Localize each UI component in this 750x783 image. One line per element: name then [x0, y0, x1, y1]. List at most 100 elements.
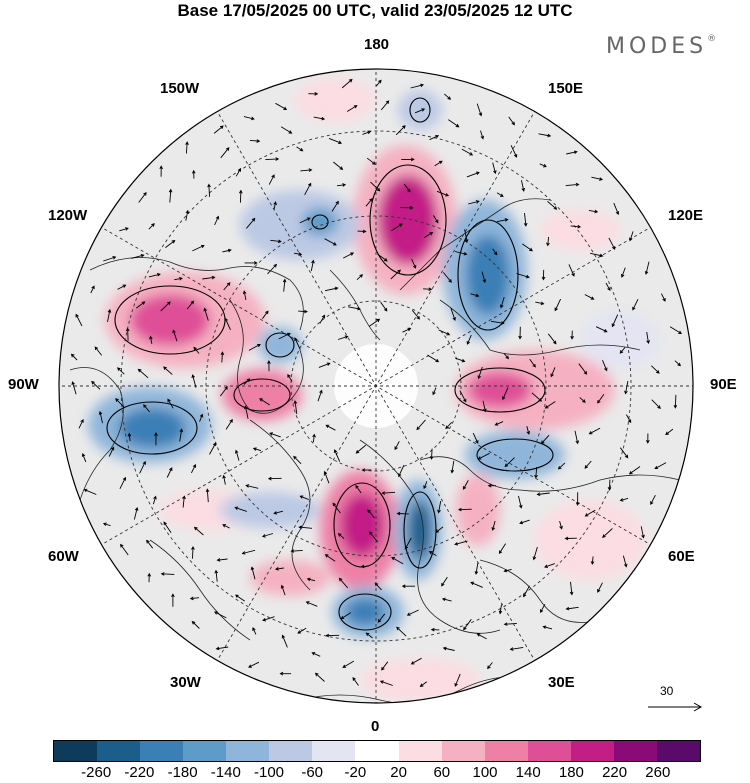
wind-vector	[360, 564, 370, 569]
wind-vector	[532, 546, 538, 561]
wind-vector	[622, 555, 628, 568]
anomaly-negative-labrador	[220, 492, 320, 528]
wind-vector	[619, 347, 626, 354]
wind-vector	[186, 300, 195, 310]
anomaly-positive-asia	[535, 500, 645, 580]
colorbar-segment	[312, 741, 356, 761]
wind-vector	[120, 543, 129, 556]
wind-vector	[445, 421, 453, 430]
wind-vector	[340, 612, 352, 620]
wind-vector	[81, 453, 87, 463]
wind-vector	[346, 105, 358, 112]
wind-vector	[429, 134, 440, 141]
wind-vector	[379, 680, 393, 686]
wind-vector	[90, 285, 95, 294]
wind-vector	[466, 334, 472, 345]
wind-vector	[294, 337, 301, 350]
wind-vector	[107, 308, 112, 322]
colorbar-segment	[140, 741, 184, 761]
wind-vector	[143, 404, 150, 413]
wind-vector	[646, 331, 650, 345]
wind-vector	[535, 301, 545, 306]
wind-vector	[522, 243, 533, 252]
wind-vector	[223, 282, 231, 291]
wind-vector	[476, 103, 483, 117]
wind-vector	[396, 511, 409, 516]
wind-vector	[252, 447, 262, 452]
wind-vector	[235, 594, 245, 602]
wind-vector	[539, 163, 547, 168]
colorbar-tick-label: 100	[472, 764, 498, 781]
wind-vector	[133, 506, 139, 520]
wind-vector	[520, 180, 526, 192]
wind-vector	[323, 470, 330, 484]
anomaly-positive-east-asia	[540, 210, 620, 250]
colorbar-segment	[269, 741, 313, 761]
wind-vector	[222, 248, 232, 253]
wind-vector	[654, 462, 667, 470]
wind-vector	[319, 314, 326, 324]
wind-vector	[185, 209, 190, 221]
wind-vector	[503, 622, 517, 626]
wind-vector	[318, 362, 331, 368]
wind-vector	[191, 620, 200, 629]
wind-vector	[564, 536, 577, 541]
brand-logo: MODES®	[606, 34, 716, 59]
lon-label-180: 180	[364, 36, 390, 53]
wind-vector	[565, 606, 579, 611]
wind-vector	[366, 157, 376, 165]
wind-vectors	[70, 78, 682, 687]
wind-vector	[455, 357, 466, 363]
wind-vector	[474, 562, 479, 575]
wind-vector	[191, 374, 197, 388]
wind-vector	[588, 209, 599, 214]
wind-vector	[312, 433, 316, 443]
wind-vector	[300, 168, 313, 172]
wind-vector	[370, 181, 381, 192]
wind-vector	[518, 495, 523, 509]
colorbar-tick-label: 140	[515, 764, 541, 781]
wind-vector	[269, 432, 281, 438]
wind-vector	[523, 212, 528, 227]
wind-vector	[282, 278, 287, 292]
wind-vector	[137, 368, 149, 379]
wind-vector	[554, 298, 562, 312]
wind-vector	[235, 167, 242, 177]
wind-vector	[674, 360, 681, 367]
wind-vector	[209, 442, 217, 455]
wind-vector	[191, 169, 196, 179]
lon-label-120e: 120E	[668, 207, 704, 224]
wind-vector	[270, 239, 282, 244]
wind-vector	[293, 455, 302, 465]
wind-vector	[510, 145, 518, 158]
wind-vector	[470, 293, 480, 298]
anomaly-negative-siberia	[465, 431, 565, 479]
wind-vector	[536, 492, 550, 497]
wind-vector	[174, 276, 183, 281]
wind-vector	[503, 568, 512, 573]
wind-vector	[185, 141, 189, 154]
colorbar-tick-label: -140	[210, 764, 241, 781]
colorbar-segment	[441, 741, 485, 761]
wind-vector	[193, 346, 200, 354]
polar-map	[58, 68, 703, 712]
wind-vector	[249, 139, 261, 143]
wind-vector	[490, 320, 505, 325]
wind-vector	[624, 380, 629, 395]
wind-vector	[259, 398, 270, 406]
reference-vector-label: 30	[660, 684, 674, 698]
wind-vector	[429, 448, 434, 460]
wind-vector	[476, 633, 487, 640]
wind-vector	[391, 557, 404, 565]
wind-vector	[608, 237, 616, 250]
wind-vector	[436, 190, 450, 197]
wind-vector	[166, 467, 173, 478]
wind-vector	[540, 603, 546, 614]
wind-vector	[403, 183, 411, 193]
wind-vector	[215, 646, 229, 651]
wind-vector	[261, 533, 274, 538]
wind-vector	[584, 294, 595, 300]
wind-vector	[496, 192, 504, 197]
anomaly-negative-kamchatka-core	[466, 235, 510, 315]
wind-vector	[341, 78, 353, 89]
